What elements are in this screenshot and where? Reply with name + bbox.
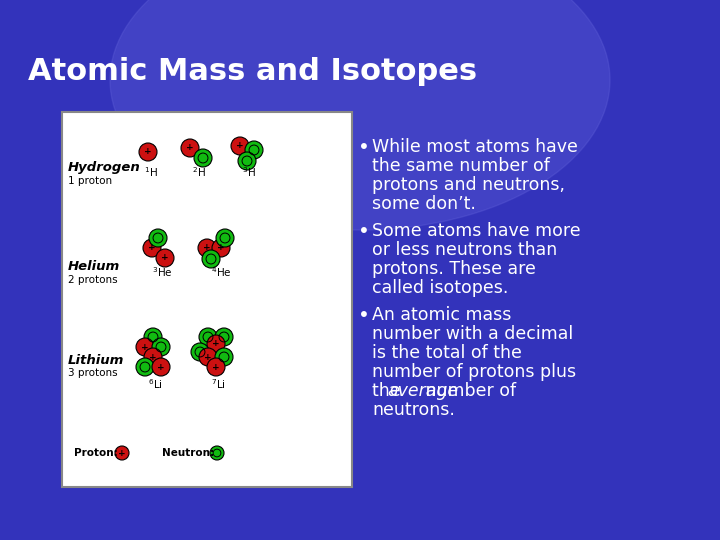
Text: protons. These are: protons. These are — [372, 260, 536, 278]
Circle shape — [231, 137, 249, 155]
Text: number with a decimal: number with a decimal — [372, 325, 573, 343]
Text: Atomic Mass and Isotopes: Atomic Mass and Isotopes — [28, 57, 477, 86]
FancyBboxPatch shape — [62, 112, 352, 487]
Text: •: • — [358, 138, 370, 157]
Text: $^3$H: $^3$H — [242, 165, 256, 179]
Text: 3 protons: 3 protons — [68, 368, 117, 378]
Text: $^3$He: $^3$He — [152, 265, 173, 279]
Text: Hydrogen: Hydrogen — [68, 161, 140, 174]
Circle shape — [136, 358, 154, 376]
Text: Lithium: Lithium — [68, 354, 125, 367]
Text: +: + — [186, 144, 194, 152]
Text: the same number of: the same number of — [372, 157, 550, 175]
Text: Neutron:: Neutron: — [162, 448, 214, 458]
Text: •: • — [358, 222, 370, 241]
Circle shape — [238, 152, 256, 170]
Text: +: + — [236, 141, 244, 151]
Ellipse shape — [110, 0, 610, 230]
Text: $^2$H: $^2$H — [192, 165, 206, 179]
Circle shape — [198, 239, 216, 257]
Circle shape — [181, 139, 199, 157]
Circle shape — [199, 348, 217, 366]
Circle shape — [202, 250, 220, 268]
Circle shape — [149, 229, 167, 247]
Circle shape — [212, 239, 230, 257]
Circle shape — [207, 335, 225, 353]
Circle shape — [143, 239, 161, 257]
Text: +: + — [217, 244, 225, 253]
Circle shape — [144, 328, 162, 346]
Circle shape — [115, 446, 129, 460]
Text: +: + — [204, 353, 212, 361]
Text: +: + — [212, 362, 220, 372]
Text: +: + — [141, 342, 149, 352]
Circle shape — [216, 229, 234, 247]
Circle shape — [215, 328, 233, 346]
Circle shape — [210, 446, 224, 460]
Circle shape — [215, 348, 233, 366]
Circle shape — [139, 143, 157, 161]
Text: +: + — [161, 253, 168, 262]
Text: neutrons.: neutrons. — [372, 401, 455, 419]
Text: is the total of the: is the total of the — [372, 344, 522, 362]
Text: Helium: Helium — [68, 260, 120, 273]
Text: protons and neutrons,: protons and neutrons, — [372, 176, 565, 194]
Circle shape — [199, 328, 217, 346]
Text: some don’t.: some don’t. — [372, 195, 476, 213]
Text: Proton:: Proton: — [74, 448, 118, 458]
Text: +: + — [144, 147, 152, 157]
Text: Some atoms have more: Some atoms have more — [372, 222, 580, 240]
Circle shape — [144, 348, 162, 366]
Text: +: + — [212, 340, 220, 348]
Text: the: the — [372, 382, 406, 400]
Text: or less neutrons than: or less neutrons than — [372, 241, 557, 259]
Text: number of protons plus: number of protons plus — [372, 363, 576, 381]
Text: +: + — [148, 244, 156, 253]
Text: called isotopes.: called isotopes. — [372, 279, 508, 297]
Text: average: average — [387, 382, 458, 400]
Text: +: + — [149, 353, 157, 361]
Text: $^1$H: $^1$H — [144, 165, 158, 179]
Circle shape — [191, 343, 209, 361]
Text: +: + — [118, 449, 126, 457]
Circle shape — [245, 141, 263, 159]
Text: While most atoms have: While most atoms have — [372, 138, 578, 156]
Text: +: + — [157, 362, 165, 372]
Text: 2 protons: 2 protons — [68, 275, 117, 285]
Circle shape — [152, 338, 170, 356]
Text: +: + — [203, 244, 211, 253]
Text: number of: number of — [420, 382, 516, 400]
Text: 1 proton: 1 proton — [68, 176, 112, 186]
Circle shape — [194, 149, 212, 167]
Text: •: • — [358, 306, 370, 325]
Circle shape — [207, 358, 225, 376]
Circle shape — [152, 358, 170, 376]
Circle shape — [136, 338, 154, 356]
Text: $^6$Li: $^6$Li — [148, 377, 163, 391]
Text: $^7$Li: $^7$Li — [211, 377, 226, 391]
Text: An atomic mass: An atomic mass — [372, 306, 511, 324]
Text: $^4$He: $^4$He — [211, 265, 232, 279]
Circle shape — [156, 249, 174, 267]
